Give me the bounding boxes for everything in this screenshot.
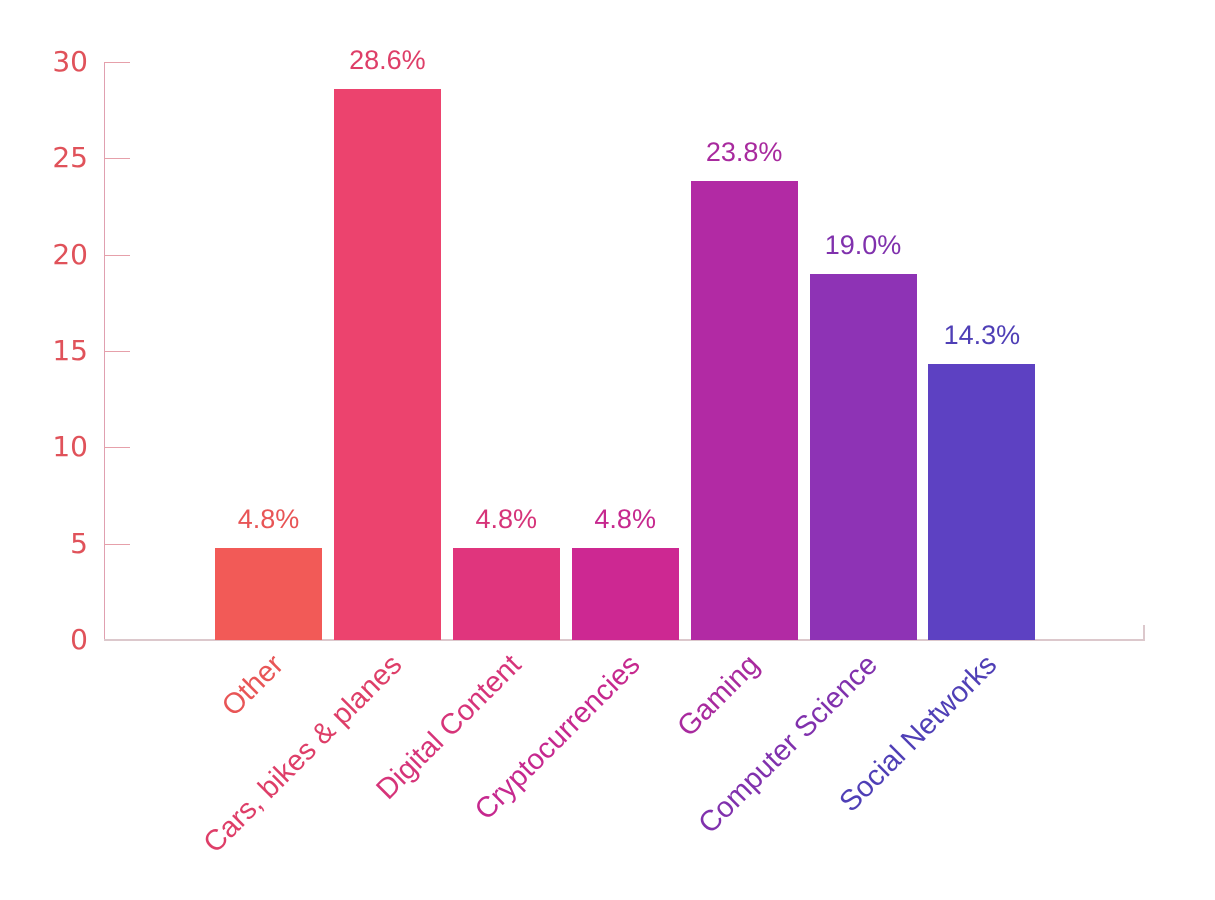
y-tick-mark bbox=[104, 351, 130, 352]
x-axis-end-tick bbox=[1143, 625, 1145, 641]
y-tick-label: 30 bbox=[52, 45, 88, 78]
bar-value-label: 19.0% bbox=[824, 229, 902, 260]
y-tick-label: 25 bbox=[52, 141, 88, 175]
y-tick-mark bbox=[104, 543, 130, 545]
bar-computer-science bbox=[809, 273, 917, 640]
bar-digital-content bbox=[452, 547, 560, 640]
bar-cryptocurrencies bbox=[571, 547, 679, 640]
y-tick-label: 5 bbox=[70, 526, 88, 560]
y-tick-mark bbox=[104, 447, 130, 449]
y-tick-label: 10 bbox=[52, 430, 88, 464]
bar-value-label: 14.3% bbox=[943, 320, 1021, 351]
x-category-label: Gaming bbox=[670, 648, 766, 744]
y-tick-mark bbox=[104, 254, 130, 256]
y-tick-mark bbox=[104, 158, 130, 160]
y-tick-mark bbox=[104, 62, 130, 63]
bar-cars-bikes-planes bbox=[333, 88, 441, 640]
bar-value-label: 4.8% bbox=[237, 503, 300, 534]
y-tick-label: 15 bbox=[52, 334, 88, 367]
x-axis-line bbox=[104, 639, 1145, 641]
bar-social-networks bbox=[928, 364, 1036, 640]
x-category-label: Cars, bikes & planes bbox=[198, 648, 409, 860]
x-category-label: Other bbox=[215, 648, 290, 723]
y-tick-label: 20 bbox=[52, 237, 88, 271]
bar-gaming bbox=[690, 181, 798, 640]
y-tick-label: 0 bbox=[70, 623, 88, 656]
bar-value-label: 23.8% bbox=[705, 137, 783, 168]
bar-value-label: 4.8% bbox=[475, 503, 538, 534]
bar-value-label: 28.6% bbox=[349, 44, 426, 75]
bar-other bbox=[215, 547, 322, 640]
bar-value-label: 4.8% bbox=[594, 503, 656, 534]
